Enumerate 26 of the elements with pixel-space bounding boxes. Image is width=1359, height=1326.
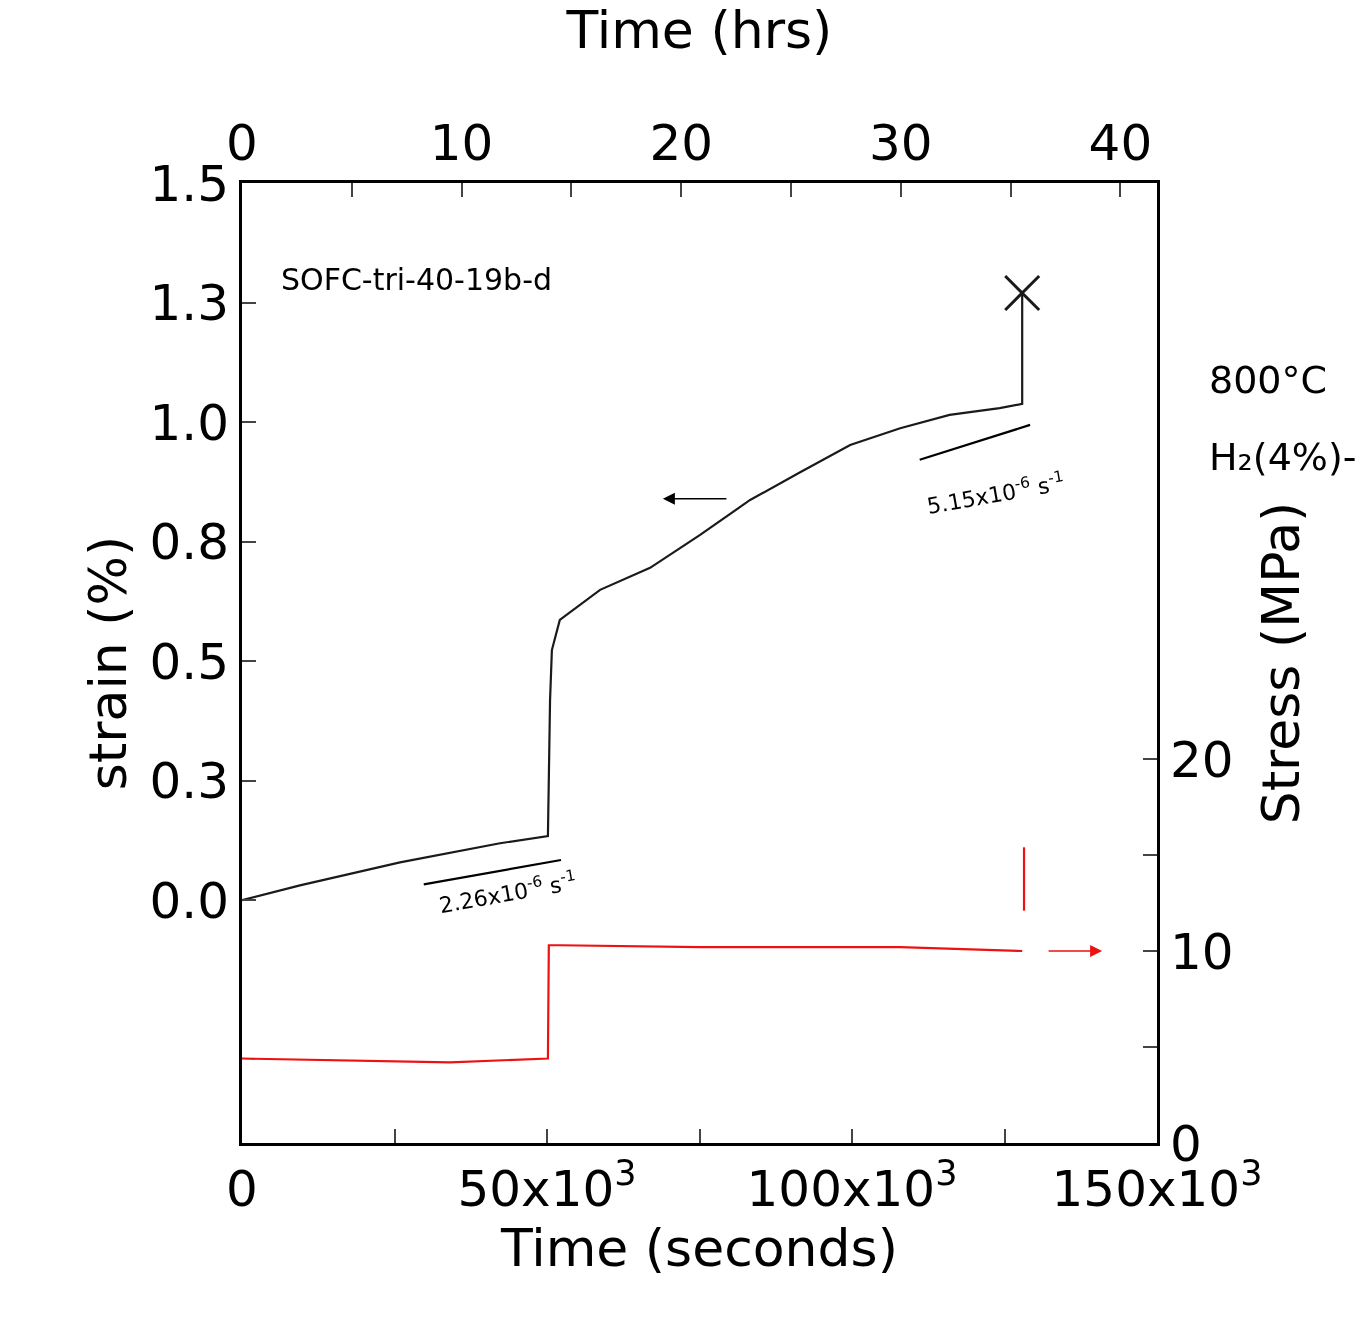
text: H₂(4%)- <box>1209 435 1357 479</box>
x2-tick-label: 20 <box>649 114 714 172</box>
x2-tick-label: 30 <box>868 114 933 172</box>
y2-axis-title: Stress (MPa) <box>1251 501 1311 825</box>
y-tick-label: 0.3 <box>149 752 229 811</box>
text: 800°C <box>1209 358 1328 402</box>
y2-tick-label: 10 <box>1170 922 1234 981</box>
annotation: 5.15x10$^{-6}$ s$^{-1}$ <box>924 467 1067 520</box>
y2-tick-label: 20 <box>1170 730 1234 789</box>
x-tick-label: 100x10$^{3}$ <box>746 1153 958 1218</box>
y-tick-label: 0.0 <box>149 871 229 930</box>
x-axis-title: Time (seconds) <box>500 1218 898 1278</box>
x2-tick-label: 40 <box>1088 114 1153 172</box>
y-axis-title: strain (%) <box>78 535 138 791</box>
annotation: SOFC-tri-40-19b-d <box>281 262 553 297</box>
y-tick-label: 1.0 <box>149 393 229 452</box>
y-tick-label: 0.5 <box>149 632 229 691</box>
x-tick-label: 50x10$^{3}$ <box>457 1153 637 1218</box>
annotation: 2.26x10$^{-6}$ s$^{-1}$ <box>436 866 579 919</box>
y-tick-label: 1.3 <box>149 274 229 333</box>
x2-tick-label: 10 <box>429 114 494 172</box>
x2-axis-title: Time (hrs) <box>565 0 833 60</box>
y-tick-label: 1.5 <box>149 154 229 213</box>
x2-tick-label: 0 <box>226 114 258 172</box>
y-tick-label: 0.8 <box>149 513 229 572</box>
x-tick-label: 0 <box>226 1160 258 1218</box>
